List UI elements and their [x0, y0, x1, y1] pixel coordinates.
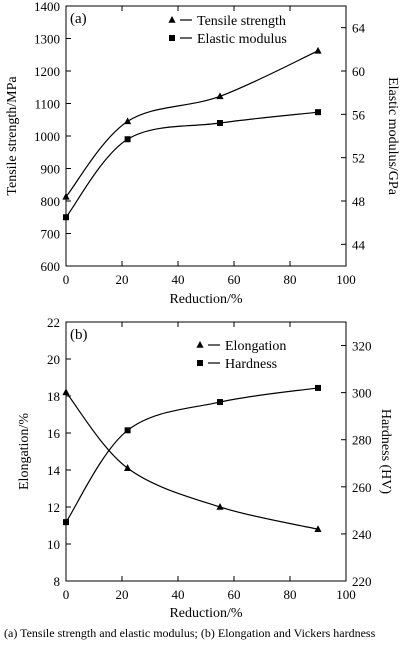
- panel-b-series-elongation-point: [62, 388, 70, 396]
- panel-a-series-elastic-modulus-point: [124, 136, 131, 143]
- panel-b-y-axis-label: Elongation/%: [17, 413, 32, 490]
- panel-a-series-elastic-modulus-point: [217, 120, 223, 126]
- panel-a-series-elastic-modulus-line: [65, 111, 319, 218]
- panel-b-y2-tick-label: 280: [352, 433, 372, 448]
- panel-b-series-elongation-point: [216, 503, 224, 510]
- panel-b-series-hardness-point: [63, 519, 69, 526]
- panel-a-y2-tick-label: 60: [352, 64, 365, 79]
- panel-b-y-tick-label: 20: [47, 352, 60, 367]
- panel-b-series-hardness-point: [315, 384, 321, 391]
- panel-a-y-tick-label: 600: [41, 259, 61, 274]
- figure: 0 20 40 60 80 1006007008009001000110012001300…: [5, 0, 400, 620]
- panel-a-y-axis-label: Tensile strength/MPa: [5, 76, 20, 196]
- panel-a-x-tick-label: 0: [63, 272, 70, 287]
- panel-b-y-tick-label: 14: [47, 463, 61, 478]
- panel-b-series-hardness-point: [124, 427, 131, 434]
- panel-a-y-tick-label: 1100: [34, 97, 60, 112]
- panel-b-x-tick-label: 60: [228, 587, 241, 602]
- panel-b-y-tick-label: 8: [54, 574, 61, 589]
- panel-b-y2-tick-label: 320: [352, 339, 372, 354]
- panel-a-x-tick-label: 80: [284, 272, 297, 287]
- panel-b-y2-axis-label: Hardness (HV): [378, 409, 393, 494]
- panel-a-legend-marker: [168, 16, 176, 23]
- panel-b-y-tick-label: 22: [47, 315, 60, 330]
- panel-a-y-tick-label: 800: [41, 194, 61, 209]
- panel-a-y2-tick-label: 56: [352, 107, 366, 122]
- panel-b-series-elongation-point: [124, 464, 132, 471]
- panel-a-x-tick-label: 100: [336, 272, 356, 287]
- panel-a-series-elastic-modulus-point: [315, 109, 321, 116]
- panel-b-y-tick-label: 12: [47, 500, 60, 515]
- panel-a-y2-tick-label: 44: [352, 237, 366, 252]
- panel-b-y2-tick-label: 260: [352, 480, 372, 495]
- panel-b-legend-label: Elongation: [225, 339, 286, 354]
- panel-a-legend-label: Tensile strength: [197, 14, 286, 29]
- panel-b-series-elongation-point: [314, 525, 322, 532]
- panel-b-x-tick-label: 40: [172, 587, 185, 602]
- panel-b-x-tick-label: 100: [336, 587, 356, 602]
- panel-b-legend-label: Hardness: [225, 357, 277, 372]
- panel-a-series-tensile-strength-point: [62, 192, 70, 200]
- panel-b-x-tick-label: 0: [63, 587, 70, 602]
- panel-b-y2-tick-label: 220: [352, 574, 372, 589]
- panel-a-x-tick-label: 60: [228, 272, 241, 287]
- panel-a-y2-tick-label: 48: [352, 194, 365, 209]
- panel-a-y2-axis-label: Elastic modulus/GPa: [385, 77, 400, 196]
- panel-b-y-tick-label: 10: [47, 537, 60, 552]
- panel-a-panel-label: (a): [70, 11, 87, 27]
- panel-b-x-tick-label: 20: [116, 587, 129, 602]
- panel-a-y-tick-label: 1300: [34, 32, 60, 47]
- panel-b-legend-marker: [197, 360, 203, 366]
- panel-b-series-hardness-point: [217, 399, 223, 406]
- panel-a-series-tensile-strength-point: [216, 92, 224, 100]
- panel-a-legend-label: Elastic modulus: [197, 32, 287, 47]
- panel-a-y-tick-label: 1000: [34, 129, 60, 144]
- panel-a-series-tensile-strength-point: [314, 46, 322, 54]
- panel-a-y2-tick-label: 64: [352, 21, 366, 36]
- panel-a-series-tensile-strength-line: [65, 50, 319, 198]
- panel-a-legend-marker: [169, 35, 175, 41]
- panel-a-x-tick-label: 40: [172, 272, 185, 287]
- panel-a-x-axis-label: Reduction/%: [169, 292, 242, 307]
- panel-b-legend-marker: [196, 341, 204, 348]
- panel-b-series-elongation-line: [65, 391, 319, 530]
- panel-b-y2-tick-label: 300: [352, 386, 372, 401]
- panel-a-series-tensile-strength-point: [124, 117, 132, 125]
- panel-b-panel-label: (b): [70, 327, 88, 343]
- panel-a-y2-tick-label: 52: [352, 151, 365, 166]
- figure-caption: (a) Tensile strength and elastic modulus…: [4, 626, 376, 640]
- panel-a-series-elastic-modulus-point: [63, 214, 69, 221]
- panel-b-y-tick-label: 16: [47, 426, 61, 441]
- panel-b-plot-frame: [65, 321, 347, 582]
- panel-a-y-tick-label: 900: [41, 162, 61, 177]
- panel-b-x-axis-label: Reduction/%: [169, 606, 242, 620]
- panel-a-y-tick-label: 1400: [34, 0, 60, 14]
- panel-a-y-tick-label: 1200: [34, 64, 60, 79]
- panel-b-x-tick-label: 80: [284, 587, 297, 602]
- panel-a-x-tick-label: 20: [116, 272, 129, 287]
- panel-b-y-tick-label: 18: [47, 389, 60, 404]
- panel-b-y2-tick-label: 240: [352, 527, 372, 542]
- panel-b-series-hardness-line: [65, 387, 319, 523]
- panel-a-y-tick-label: 700: [41, 227, 61, 242]
